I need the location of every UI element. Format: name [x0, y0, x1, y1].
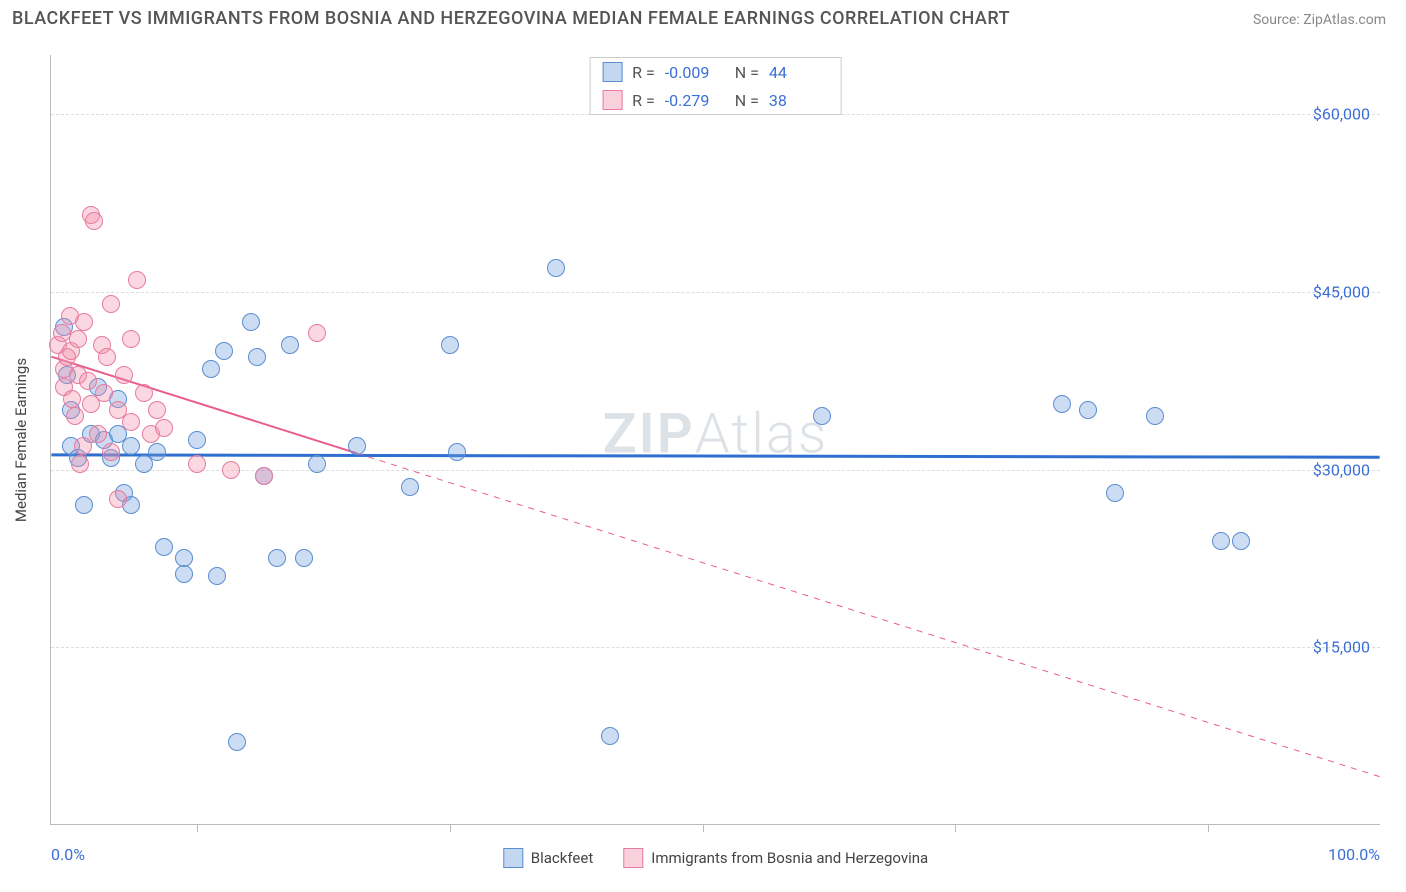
data-point [295, 549, 313, 567]
data-point [348, 437, 366, 455]
data-point [441, 336, 459, 354]
data-point [188, 431, 206, 449]
data-point [109, 490, 127, 508]
n-value: 38 [769, 91, 829, 110]
data-point [66, 407, 84, 425]
y-tick-label: $15,000 [1313, 638, 1370, 657]
n-value: 44 [769, 63, 829, 82]
data-point [215, 342, 233, 360]
data-point [75, 496, 93, 514]
data-point [1146, 407, 1164, 425]
x-tick [955, 824, 956, 832]
series-legend: Blackfeet Immigrants from Bosnia and Her… [503, 848, 928, 868]
x-tick [197, 824, 198, 832]
data-point [242, 313, 260, 331]
swatch-icon [602, 62, 622, 82]
legend-row-blackfeet: R = -0.009 N = 44 [590, 58, 841, 86]
data-point [98, 348, 116, 366]
data-point [71, 455, 89, 473]
data-point [175, 565, 193, 583]
trend-line-dashed [357, 453, 1380, 776]
data-point [281, 336, 299, 354]
y-axis-label: Median Female Earnings [12, 357, 30, 521]
data-point [222, 461, 240, 479]
correlation-legend: R = -0.009 N = 44 R = -0.279 N = 38 [589, 57, 842, 115]
legend-item-blackfeet: Blackfeet [503, 848, 593, 868]
data-point [122, 330, 140, 348]
data-point [135, 384, 153, 402]
data-point [74, 437, 92, 455]
data-point [102, 295, 120, 313]
chart-title: BLACKFEET VS IMMIGRANTS FROM BOSNIA AND … [12, 8, 1010, 29]
source-label: Source: ZipAtlas.com [1253, 12, 1386, 28]
watermark-atlas: Atlas [695, 400, 829, 466]
data-point [115, 366, 133, 384]
scatter-chart: Median Female Earnings R = -0.009 N = 44… [50, 55, 1380, 825]
data-point [85, 212, 103, 230]
data-point [128, 271, 146, 289]
gridline [51, 292, 1380, 293]
legend-label: Immigrants from Bosnia and Herzegovina [651, 849, 928, 867]
data-point [63, 390, 81, 408]
x-tick [1208, 824, 1209, 832]
data-point [89, 425, 107, 443]
data-point [401, 478, 419, 496]
data-point [1053, 395, 1071, 413]
data-point [228, 733, 246, 751]
data-point [308, 324, 326, 342]
data-point [122, 437, 140, 455]
watermark: ZIPAtlas [603, 400, 828, 466]
data-point [813, 407, 831, 425]
gridline [51, 470, 1380, 471]
data-point [1079, 401, 1097, 419]
data-point [148, 401, 166, 419]
r-label: R = [632, 91, 655, 110]
y-tick-label: $30,000 [1313, 460, 1370, 479]
legend-item-bosnia: Immigrants from Bosnia and Herzegovina [623, 848, 928, 868]
x-max-label: 100.0% [1328, 845, 1380, 864]
n-label: N = [735, 63, 759, 82]
data-point [75, 313, 93, 331]
data-point [268, 549, 286, 567]
data-point [175, 549, 193, 567]
data-point [122, 413, 140, 431]
x-tick [703, 824, 704, 832]
data-point [79, 372, 97, 390]
x-tick [450, 824, 451, 832]
data-point [148, 443, 166, 461]
data-point [208, 567, 226, 585]
data-point [1232, 532, 1250, 550]
data-point [155, 419, 173, 437]
r-value: -0.279 [665, 91, 725, 110]
gridline [51, 647, 1380, 648]
trendlines-layer [51, 55, 1380, 824]
swatch-icon [602, 90, 622, 110]
data-point [448, 443, 466, 461]
data-point [547, 259, 565, 277]
data-point [95, 384, 113, 402]
data-point [1106, 484, 1124, 502]
data-point [202, 360, 220, 378]
swatch-icon [503, 848, 523, 868]
legend-label: Blackfeet [531, 849, 593, 867]
y-tick-label: $45,000 [1313, 282, 1370, 301]
swatch-icon [623, 848, 643, 868]
data-point [69, 330, 87, 348]
data-point [308, 455, 326, 473]
r-value: -0.009 [665, 63, 725, 82]
r-label: R = [632, 63, 655, 82]
n-label: N = [735, 91, 759, 110]
data-point [155, 538, 173, 556]
y-tick-label: $60,000 [1313, 105, 1370, 124]
data-point [248, 348, 266, 366]
data-point [1212, 532, 1230, 550]
trend-line-solid [51, 455, 1379, 457]
watermark-zip: ZIP [603, 400, 695, 466]
x-min-label: 0.0% [51, 845, 85, 864]
legend-row-bosnia: R = -0.279 N = 38 [590, 86, 841, 114]
data-point [601, 727, 619, 745]
data-point [188, 455, 206, 473]
data-point [255, 467, 273, 485]
data-point [102, 443, 120, 461]
